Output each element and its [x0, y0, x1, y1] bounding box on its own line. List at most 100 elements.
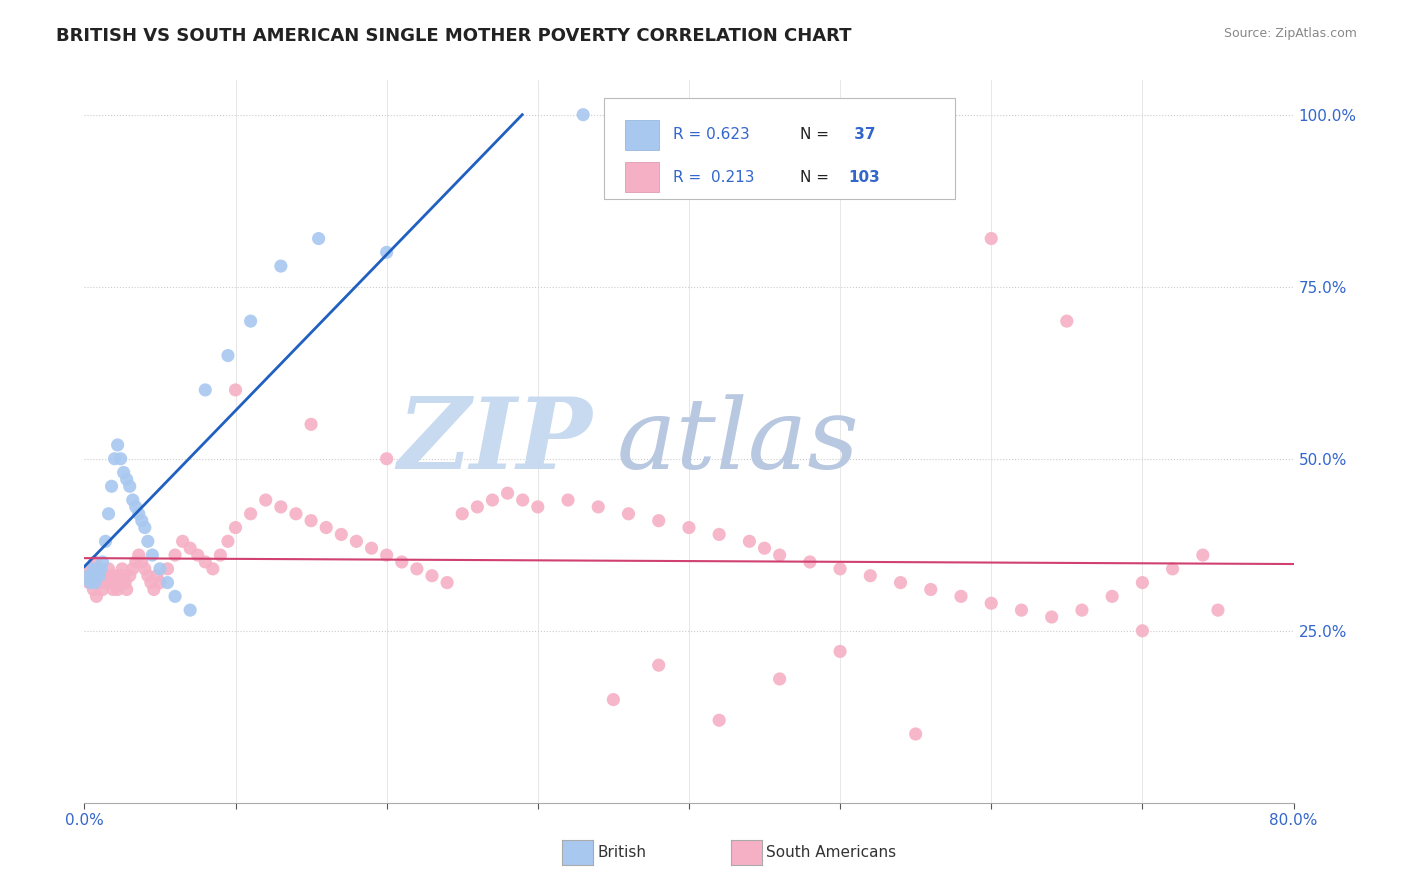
- Point: [890, 575, 912, 590]
- Point: [107, 438, 129, 452]
- Point: [89, 568, 111, 582]
- Point: [270, 500, 292, 514]
- Point: [254, 493, 277, 508]
- Point: [94, 534, 117, 549]
- Point: [1101, 590, 1123, 604]
- Point: [375, 548, 398, 562]
- Point: [165, 590, 187, 604]
- Point: [105, 575, 128, 590]
- Point: [87, 575, 110, 590]
- Point: [308, 231, 330, 245]
- Point: [239, 507, 262, 521]
- Bar: [624, 120, 659, 150]
- Point: [187, 548, 209, 562]
- Point: [136, 534, 159, 549]
- Point: [270, 259, 292, 273]
- Point: [80, 568, 103, 582]
- Point: [346, 534, 368, 549]
- Point: [108, 575, 131, 590]
- Text: BRITISH VS SOUTH AMERICAN SINGLE MOTHER POVERTY CORRELATION CHART: BRITISH VS SOUTH AMERICAN SINGLE MOTHER …: [56, 27, 852, 45]
- Point: [496, 486, 519, 500]
- Point: [1011, 603, 1033, 617]
- Point: [165, 548, 187, 562]
- Point: [209, 548, 232, 562]
- Point: [648, 658, 671, 673]
- Text: Source: ZipAtlas.com: Source: ZipAtlas.com: [1223, 27, 1357, 40]
- Point: [557, 493, 579, 508]
- Point: [100, 575, 122, 590]
- Point: [142, 582, 165, 597]
- Point: [315, 520, 337, 534]
- Point: [172, 534, 194, 549]
- Point: [285, 507, 308, 521]
- Point: [134, 562, 156, 576]
- Point: [111, 562, 134, 576]
- Point: [93, 568, 115, 582]
- Point: [194, 555, 217, 569]
- Text: South Americans: South Americans: [766, 846, 897, 860]
- Point: [115, 472, 138, 486]
- Point: [950, 590, 973, 604]
- Point: [436, 575, 458, 590]
- Point: [80, 568, 103, 582]
- Point: [769, 548, 792, 562]
- Point: [90, 562, 112, 576]
- Point: [588, 500, 610, 514]
- Point: [136, 568, 159, 582]
- Point: [112, 568, 135, 582]
- Point: [1161, 562, 1184, 576]
- Point: [118, 479, 141, 493]
- Point: [76, 568, 98, 582]
- Point: [87, 562, 110, 576]
- Text: N =: N =: [800, 128, 830, 143]
- Point: [121, 562, 143, 576]
- Point: [225, 383, 247, 397]
- Point: [100, 479, 122, 493]
- Point: [859, 568, 882, 582]
- Point: [131, 514, 153, 528]
- Point: [709, 527, 731, 541]
- Point: [97, 507, 120, 521]
- Point: [980, 596, 1002, 610]
- Point: [572, 108, 595, 122]
- Point: [134, 520, 156, 534]
- Point: [179, 541, 201, 556]
- Point: [217, 349, 239, 363]
- Point: [104, 451, 127, 466]
- Point: [125, 500, 148, 514]
- Point: [107, 582, 129, 597]
- Point: [678, 520, 700, 534]
- Point: [799, 555, 821, 569]
- Point: [101, 582, 124, 597]
- Bar: [624, 162, 659, 193]
- Point: [738, 534, 761, 549]
- Point: [904, 727, 927, 741]
- Point: [375, 451, 398, 466]
- Point: [79, 575, 101, 590]
- Text: 37: 37: [849, 128, 875, 143]
- Point: [1040, 610, 1063, 624]
- Text: British: British: [598, 846, 647, 860]
- Point: [648, 514, 671, 528]
- Text: atlas: atlas: [616, 394, 859, 489]
- Point: [299, 514, 322, 528]
- Point: [146, 568, 169, 582]
- Point: [104, 568, 127, 582]
- Point: [481, 493, 503, 508]
- Point: [128, 548, 150, 562]
- Point: [149, 562, 172, 576]
- Point: [125, 555, 148, 569]
- Point: [84, 575, 107, 590]
- Point: [131, 555, 153, 569]
- Point: [91, 582, 114, 597]
- Point: [830, 562, 852, 576]
- Point: [86, 590, 108, 604]
- Point: [79, 562, 101, 576]
- Point: [217, 534, 239, 549]
- Point: [98, 568, 121, 582]
- Point: [512, 493, 534, 508]
- Point: [769, 672, 792, 686]
- Point: [467, 500, 489, 514]
- Point: [330, 527, 353, 541]
- Point: [121, 493, 143, 508]
